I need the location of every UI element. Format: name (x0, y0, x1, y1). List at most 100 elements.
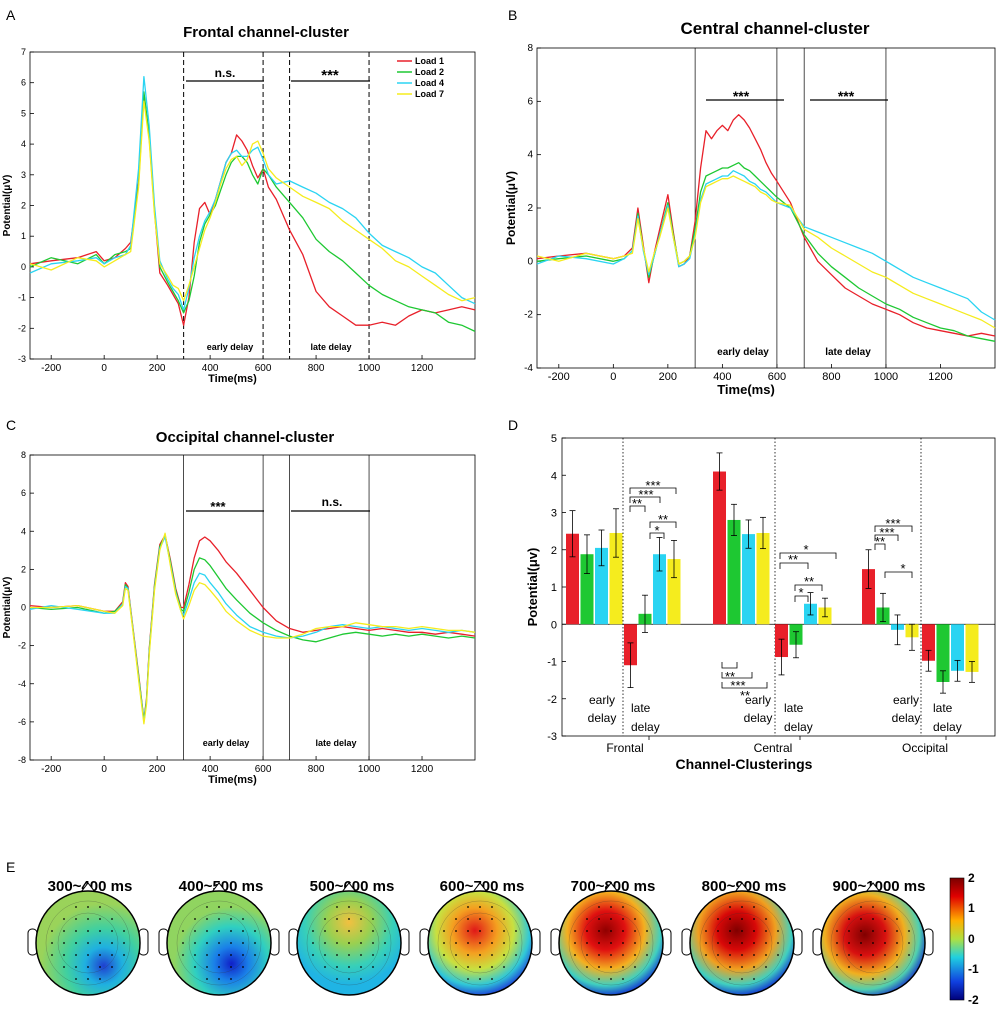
electrode-dot (206, 954, 208, 956)
electrode-dot (729, 942, 731, 944)
x-tick-label: 0 (101, 363, 107, 374)
electrode-dot (443, 954, 445, 956)
electrode-dot (230, 954, 232, 956)
electrode-dot (503, 930, 505, 932)
electrode-dot (717, 918, 719, 920)
electrode-dot (218, 954, 220, 956)
y-tick-label: 2 (551, 545, 557, 557)
window-label: delay (588, 711, 617, 725)
electrode-dot (99, 978, 101, 980)
x-tick-label: -200 (41, 363, 61, 374)
electrode-dot (230, 918, 232, 920)
electrode-dot (896, 942, 898, 944)
window-label: delay (933, 720, 962, 734)
electrode-dot (777, 942, 779, 944)
electrode-dot (206, 966, 208, 968)
panel-a-title: Frontal channel-cluster (183, 24, 349, 41)
electrode-dot (836, 942, 838, 944)
significance-marker: * (900, 561, 905, 576)
electrode-dot (312, 942, 314, 944)
electrode-dot (896, 954, 898, 956)
electrode-dot (443, 942, 445, 944)
electrode-dot (479, 966, 481, 968)
panel-letter-b: B (508, 7, 517, 23)
electrode-dot (63, 966, 65, 968)
electrode-dot (491, 942, 493, 944)
bar (609, 532, 623, 625)
electrode-dot (455, 966, 457, 968)
electrode-dot (729, 906, 731, 908)
y-axis-label: Potential(μV) (504, 171, 518, 245)
window-label: delay (631, 720, 660, 734)
electrode-dot (741, 966, 743, 968)
window-label: early (745, 693, 771, 707)
electrode-dot (312, 930, 314, 932)
electrode-dot (729, 930, 731, 932)
electrode-dot (729, 966, 731, 968)
electrode-dot (336, 906, 338, 908)
electrode-dot (312, 954, 314, 956)
electrode-dot (348, 942, 350, 944)
y-tick-label: 0 (527, 256, 533, 267)
electrode-dot (75, 918, 77, 920)
electrode-dot (230, 906, 232, 908)
electrode-dot (634, 918, 636, 920)
electrode-dot (230, 930, 232, 932)
x-tick-label: 400 (713, 371, 731, 383)
y-tick-label: 0 (21, 262, 26, 272)
electrode-dot (622, 906, 624, 908)
y-tick-label: 8 (527, 43, 533, 54)
significance-marker: * (803, 542, 808, 557)
electrode-dot (884, 918, 886, 920)
series-line-load-2 (536, 162, 996, 342)
electrode-dot (610, 978, 612, 980)
electrode-dot (634, 942, 636, 944)
electrode-dot (242, 918, 244, 920)
electrode-dot (860, 966, 862, 968)
electrode-dot (194, 954, 196, 956)
electrode-dot (194, 942, 196, 944)
cluster-label-occipital: Occipital (902, 741, 948, 755)
c-early-delay-label: early delay (203, 738, 250, 748)
electrode-dot (324, 918, 326, 920)
bar (936, 624, 950, 682)
electrode-dot (230, 966, 232, 968)
significance-bracket (794, 584, 823, 591)
electrode-dot (324, 930, 326, 932)
electrode-dot (860, 978, 862, 980)
electrode-dot (63, 954, 65, 956)
x-tick-label: 800 (308, 363, 325, 374)
y-tick-label: -2 (524, 310, 533, 321)
panel-letter-d: D (508, 417, 518, 433)
x-tick-label: 400 (202, 764, 219, 775)
y-tick-label: 2 (21, 564, 26, 574)
electrode-dot (896, 918, 898, 920)
panel-e-topomaps: 300~400 ms 400~500 ms 500~600 ms 600~700… (27, 871, 979, 1007)
a-late-significance: *** (321, 67, 339, 84)
x-tick-label: -200 (41, 764, 61, 775)
topomap-label-900-1000: 900~1000 ms (832, 878, 925, 895)
electrode-dot (836, 930, 838, 932)
x-tick-label: 800 (822, 371, 840, 383)
electrode-dot (610, 930, 612, 932)
electrode-dot (51, 942, 53, 944)
window-label: delay (744, 711, 773, 725)
electrode-dot (75, 978, 77, 980)
significance-bracket (629, 496, 661, 503)
electrode-dot (515, 954, 517, 956)
electrode-dot (336, 966, 338, 968)
colorbar (949, 877, 965, 1001)
electrode-dot (598, 954, 600, 956)
topomap-contour (449, 912, 511, 974)
significance-bracket (874, 534, 899, 541)
electrode-dot (598, 942, 600, 944)
electrode-dot (586, 954, 588, 956)
electrode-dot (836, 954, 838, 956)
series-line-load-7 (536, 175, 996, 329)
electrode-dot (598, 906, 600, 908)
electrode-dot (729, 918, 731, 920)
bar (862, 569, 875, 625)
electrode-dot (741, 918, 743, 920)
panel-b-central-chart: -200 0 200 400 600 800 1000 1200 -4 -2 0 2 4 6 8 Time(m… (504, 43, 996, 397)
